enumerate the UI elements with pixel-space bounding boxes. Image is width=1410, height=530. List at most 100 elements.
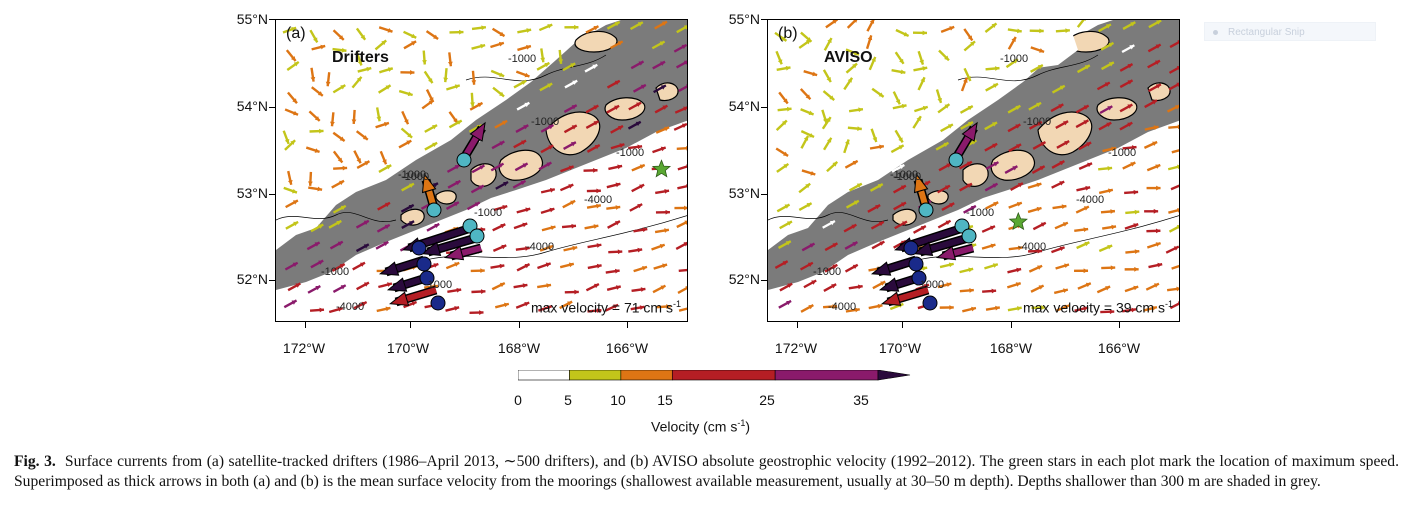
caption-text: Surface currents from (a) satellite-trac… xyxy=(14,453,1399,490)
velocity-arrowhead xyxy=(1017,183,1023,188)
mooring-marker xyxy=(430,295,446,311)
velocity-arrowhead xyxy=(944,55,949,61)
velocity-arrowhead xyxy=(526,28,532,33)
contour-label: -4000 xyxy=(1018,241,1046,253)
velocity-arrowhead xyxy=(946,282,952,287)
velocity-arrowhead xyxy=(474,202,480,207)
velocity-arrowhead xyxy=(1178,183,1179,184)
velocity-arrowhead xyxy=(686,145,687,151)
velocity-arrowhead xyxy=(637,22,643,27)
velocity-arrowhead xyxy=(336,220,342,226)
map-panel-drifters: -1000 -1000 -1000 -1000 -1000 -1000 -4000 -4000… xyxy=(275,19,688,322)
velocity-arrowhead xyxy=(522,222,528,228)
velocity-arrowhead xyxy=(878,92,884,97)
velocity-arrowhead xyxy=(453,202,459,207)
velocity-arrowhead xyxy=(501,244,507,250)
velocity-arrowhead xyxy=(287,179,293,185)
velocity-arrowhead xyxy=(407,132,413,138)
velocity-arrowhead xyxy=(900,202,906,207)
rectangular-snip-overlay[interactable]: Rectangular Snip xyxy=(1204,22,1376,41)
velocity-arrowhead xyxy=(526,44,531,50)
x-tick-label: 166°W xyxy=(1097,340,1141,356)
velocity-arrowhead xyxy=(1153,125,1159,130)
velocity-arrowhead xyxy=(872,137,878,143)
velocity-arrowhead xyxy=(851,224,857,229)
velocity-arrowhead xyxy=(540,57,546,63)
velocity-arrowhead xyxy=(806,203,812,208)
velocity-arrowhead xyxy=(411,33,417,39)
velocity-arrowhead xyxy=(1036,206,1042,212)
velocity-arrowhead xyxy=(570,63,576,68)
velocity-arrowhead xyxy=(549,187,555,193)
mooring-marker xyxy=(948,152,964,168)
velocity-arrowhead xyxy=(570,142,576,147)
velocity-arrowhead xyxy=(970,41,976,47)
velocity-arrowhead xyxy=(408,204,414,210)
axis-tick-mark xyxy=(269,107,275,108)
shelf-region xyxy=(276,20,687,290)
velocity-arrowhead xyxy=(683,60,687,65)
velocity-arrowhead xyxy=(1061,204,1067,210)
velocity-arrowhead xyxy=(993,202,999,207)
velocity-arrowhead xyxy=(502,205,508,210)
velocity-arrowhead xyxy=(567,301,573,306)
mooring-arrowhead xyxy=(935,245,957,261)
velocity-arrow xyxy=(678,307,687,312)
velocity-arrowhead xyxy=(456,287,462,293)
velocity-arrowhead xyxy=(992,122,998,127)
velocity-arrowhead xyxy=(337,307,343,312)
velocity-arrowhead xyxy=(292,262,298,267)
contour-label: -1000 xyxy=(474,207,502,219)
land-island xyxy=(604,97,646,121)
velocity-arrow xyxy=(678,268,687,273)
velocity-arrowhead xyxy=(293,110,299,116)
colorbar-tick-label: 35 xyxy=(853,392,869,408)
velocity-arrowhead xyxy=(922,105,928,111)
y-tick-label: 52°N xyxy=(728,271,760,287)
map-canvas: -1000 -1000 -1000 -1000 -1000 -1000 -4000 -4000… xyxy=(276,20,687,315)
velocity-arrowhead xyxy=(686,164,687,167)
contour-label: -1000 xyxy=(398,169,426,181)
velocity-arrowhead xyxy=(320,44,326,50)
velocity-arrowhead xyxy=(638,61,644,66)
mooring-marker xyxy=(416,256,432,272)
colorbar-bin xyxy=(569,370,622,381)
map-panel-aviso: -1000 -1000 -1000 -1000 -1000 -1000 -4000 -4000… xyxy=(767,19,1180,322)
land-island xyxy=(1037,111,1093,156)
velocity-arrowhead xyxy=(853,50,859,56)
velocity-arrowhead xyxy=(1015,124,1021,129)
velocity-arrowhead xyxy=(636,102,642,107)
velocity-arrowhead xyxy=(406,140,412,145)
land-island xyxy=(435,190,457,205)
velocity-arrowhead xyxy=(1155,44,1161,49)
velocity-arrowhead xyxy=(971,306,976,312)
velocity-arrowhead xyxy=(783,163,789,169)
velocity-arrowhead xyxy=(1133,285,1139,291)
velocity-arrow xyxy=(1168,225,1179,233)
velocity-arrowhead xyxy=(993,162,999,167)
velocity-arrowhead xyxy=(826,77,831,83)
velocity-arrowhead xyxy=(681,123,687,128)
velocity-arrowhead xyxy=(899,164,905,170)
velocity-arrowhead xyxy=(362,135,368,140)
velocity-arrow xyxy=(677,184,687,190)
velocity-arrowhead xyxy=(971,140,977,145)
velocity-arrowhead xyxy=(1037,65,1043,70)
velocity-arrowhead xyxy=(385,306,391,312)
velocity-arrowhead xyxy=(877,184,883,189)
velocity-arrowhead xyxy=(1039,166,1045,171)
velocity-arrowhead xyxy=(787,283,793,288)
velocity-arrowhead xyxy=(596,243,602,248)
velocity-arrowhead xyxy=(640,84,646,90)
velocity-arrowhead xyxy=(619,143,625,148)
velocity-arrowhead xyxy=(363,244,369,249)
velocity-arrowhead xyxy=(852,264,858,270)
velocity-arrowhead xyxy=(571,223,576,229)
velocity-arrowhead xyxy=(447,61,453,67)
velocity-arrowhead xyxy=(660,85,666,90)
velocity-arrowhead xyxy=(293,61,299,67)
axis-tick-mark xyxy=(761,194,767,195)
velocity-arrowhead xyxy=(1064,263,1070,269)
velocity-arrowhead xyxy=(547,83,553,88)
velocity-arrowhead xyxy=(290,140,296,146)
